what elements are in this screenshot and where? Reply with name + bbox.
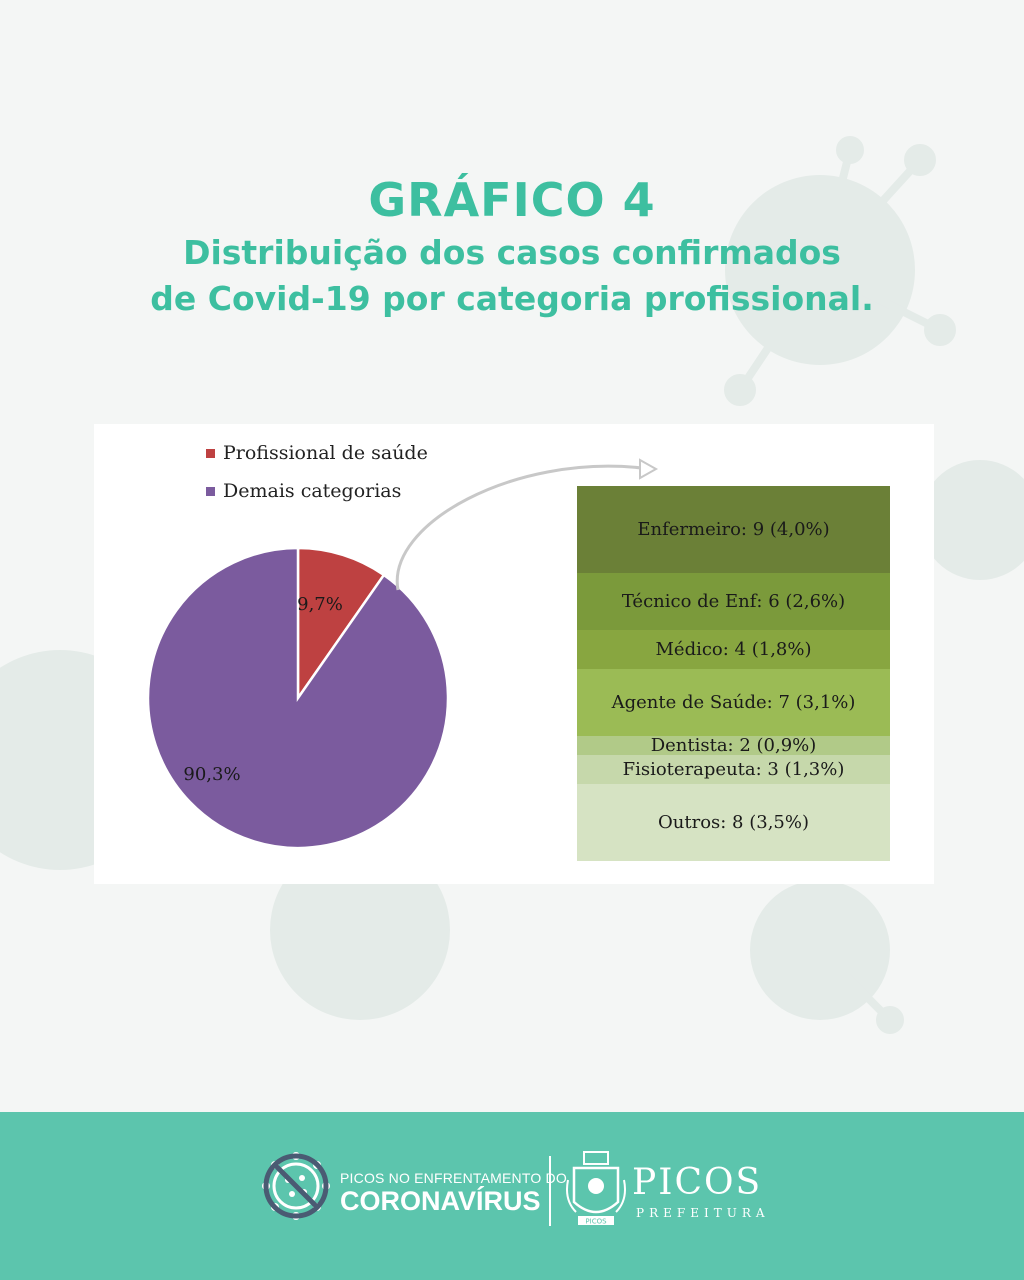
city-crest-icon: PICOS: [566, 1151, 626, 1226]
brand-subtitle: PREFEITURA: [636, 1206, 770, 1220]
pie-chart: 9,7% 90,3%: [146, 458, 659, 850]
pie-slice-profissional-saude: [296, 546, 386, 702]
footer-divider: [549, 1156, 551, 1226]
stack-segment-tecnico-de-enf: Técnico de Enf: 6 (2,6%): [577, 572, 890, 631]
chart-subtitle-line-1: Distribuição dos casos confirmados: [183, 233, 841, 272]
stack-segment-medico: Médico: 4 (1,8%): [577, 630, 890, 669]
stack-segment-outros: Outros: 8 (3,5%): [577, 784, 890, 861]
legend-swatch-profissional-saude: [206, 448, 215, 458]
pie-data-label-profissional-saude: 9,7%: [297, 594, 343, 615]
legend-swatch-demais-categorias: [206, 486, 215, 496]
legend-label-profissional-saude: Profissional de saúde: [223, 442, 428, 464]
stack-segment-fisioterapeuta: Fisioterapeuta: 3 (1,3%): [577, 755, 890, 785]
legend-label-demais-categorias: Demais categorias: [223, 480, 402, 502]
campaign-line-1: PICOS NO ENFRENTAMENTO DO: [340, 1170, 567, 1186]
legend-item-profissional-saude: Profissional de saúde: [206, 434, 428, 472]
stack-segment-enfermeiro: Enfermeiro: 9 (4,0%): [577, 486, 890, 573]
brand-name: PICOS: [632, 1162, 763, 1203]
chart-subtitle-line-2: de Covid-19 por categoria profissional.: [150, 279, 874, 318]
stack-segment-dentista: Dentista: 2 (0,9%): [577, 735, 890, 756]
stacked-breakdown-bar: Enfermeiro: 9 (4,0%) Técnico de Enf: 6 (2…: [577, 486, 890, 861]
connector-arrow: [395, 464, 643, 591]
pie-legend: Profissional de saúde Demais categorias: [206, 434, 428, 510]
chart-title-block: GRÁFICO 4 Distribuição dos casos confirm…: [0, 170, 1024, 322]
connector-arrowhead: [639, 458, 659, 480]
campaign-line-2: CORONAVÍRUS: [340, 1186, 541, 1216]
pie-data-label-demais-categorias: 90,3%: [183, 764, 240, 785]
chart-title: GRÁFICO 4: [368, 173, 656, 227]
footer-bar: PICOS NO ENFRENTAMENTO DO CORONAVÍRUS PI…: [0, 1112, 1024, 1280]
stack-segment-agente-de-saude: Agente de Saúde: 7 (3,1%): [577, 668, 890, 736]
no-virus-icon: [262, 1152, 330, 1220]
chart-panel: Profissional de saúde Demais categorias …: [94, 424, 934, 884]
svg-text:PICOS: PICOS: [585, 1218, 607, 1226]
pie-slice-demais-categorias: [146, 546, 450, 850]
legend-item-demais-categorias: Demais categorias: [206, 472, 428, 510]
